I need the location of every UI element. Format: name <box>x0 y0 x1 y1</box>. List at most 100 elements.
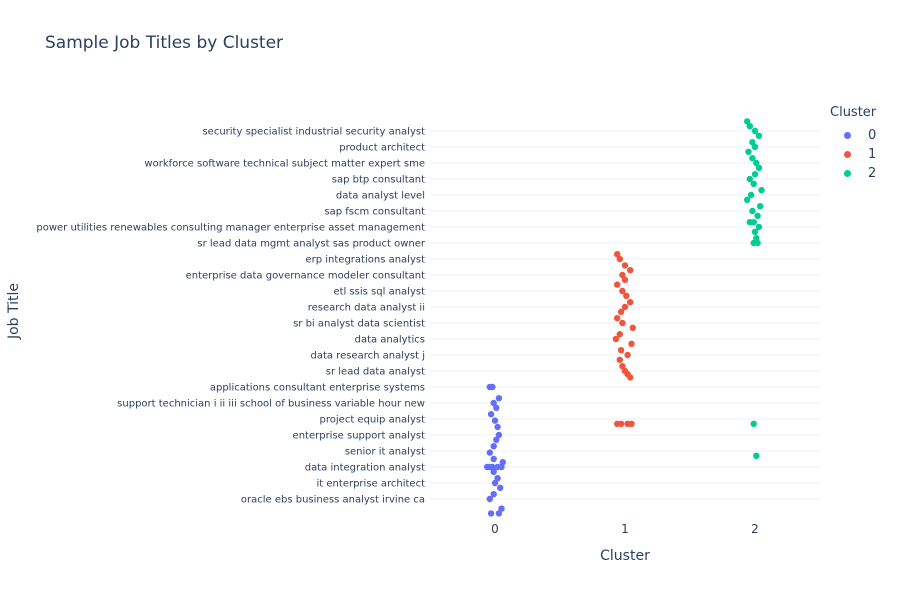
data-point <box>745 148 752 155</box>
data-point <box>486 495 493 503</box>
data-point <box>490 455 497 463</box>
y-tick-label: enterprise data governance modeler consu… <box>186 271 426 282</box>
legend-marker <box>844 170 851 177</box>
y-tick-label: product architect <box>339 143 425 154</box>
data-point <box>755 164 763 171</box>
y-tick-label: it enterprise architect <box>317 479 426 490</box>
data-point <box>490 468 497 475</box>
data-point <box>755 223 763 231</box>
data-point <box>747 191 755 199</box>
data-point <box>751 171 759 178</box>
data-point <box>628 340 635 347</box>
y-tick-label: senior it analyst <box>345 447 425 458</box>
data-point <box>621 303 629 311</box>
data-point <box>617 347 625 354</box>
data-point <box>751 228 759 235</box>
data-point <box>627 374 634 381</box>
data-point <box>619 287 626 295</box>
legend-label: 1 <box>868 147 877 162</box>
data-point <box>495 510 503 517</box>
data-point <box>755 132 763 139</box>
data-point <box>489 463 496 471</box>
data-point <box>749 139 756 146</box>
legend-item[interactable]: 1 <box>830 145 876 164</box>
y-tick-label: data research analyst j <box>310 351 425 362</box>
data-point <box>621 262 629 269</box>
y-tick-label: project equip analyst <box>320 415 426 426</box>
y-tick-label: sr lead data analyst <box>326 367 425 378</box>
data-point <box>624 351 631 359</box>
data-point <box>750 219 757 226</box>
data-point <box>490 491 497 498</box>
data-point <box>494 423 501 431</box>
y-tick-label: research data analyst ii <box>308 303 425 314</box>
x-tick-label: 1 <box>621 522 629 536</box>
legend-item[interactable]: 0 <box>830 126 876 145</box>
y-tick-label: workforce software technical subject mat… <box>144 159 425 170</box>
y-tick-label: data analyst level <box>336 191 425 202</box>
data-point <box>616 356 623 363</box>
data-point <box>487 510 495 517</box>
data-point <box>753 452 760 459</box>
y-tick-label: sap btp consultant <box>332 175 425 186</box>
y-tick-label: etl ssis sql analyst <box>333 287 425 298</box>
data-point <box>627 267 634 274</box>
y-tick-label: erp integrations analyst <box>305 255 425 266</box>
y-tick-label: support technician i ii iii school of bu… <box>117 399 425 410</box>
data-point <box>617 308 625 315</box>
data-point <box>614 251 621 258</box>
data-point <box>614 315 621 322</box>
data-point <box>495 395 503 402</box>
legend-title: Cluster <box>830 105 877 120</box>
data-point <box>498 505 505 512</box>
data-point <box>744 118 751 125</box>
data-point <box>498 463 505 471</box>
data-point <box>494 475 501 482</box>
data-point <box>495 431 503 439</box>
data-point <box>750 180 757 187</box>
data-point <box>621 276 629 283</box>
data-point <box>746 175 753 183</box>
data-point <box>493 436 500 443</box>
x-axis-title: Cluster <box>600 548 650 564</box>
y-tick-label: sr bi analyst data scientist <box>293 319 425 330</box>
data-point <box>490 443 497 450</box>
data-point <box>499 459 506 466</box>
data-point <box>497 484 504 491</box>
data-point <box>753 235 760 242</box>
y-tick-label: sr lead data mgmt analyst sas product ow… <box>197 239 425 250</box>
data-point <box>744 196 751 203</box>
data-point <box>616 331 623 338</box>
data-point <box>754 239 761 247</box>
legend-label: 2 <box>868 166 877 181</box>
data-point <box>491 417 499 424</box>
data-point <box>619 363 626 370</box>
chart-title: Sample Job Titles by Cluster <box>45 33 284 53</box>
y-tick-label: applications consultant enterprise syste… <box>210 383 425 394</box>
legend-item[interactable]: 2 <box>830 164 876 183</box>
y-tick-label: data analytics <box>355 335 425 346</box>
data-point <box>486 449 493 456</box>
data-point <box>619 271 626 279</box>
y-tick-label: data integration analyst <box>305 463 425 474</box>
data-point <box>746 123 753 130</box>
y-tick-label: oracle ebs business analyst irvine ca <box>241 495 425 506</box>
legend-items: 0 1 2 <box>830 126 876 183</box>
data-point <box>628 420 635 427</box>
data-point <box>487 411 495 418</box>
data-point <box>493 404 500 411</box>
legend-marker <box>844 151 851 158</box>
data-point <box>757 203 764 210</box>
legend-label: 0 <box>868 128 877 143</box>
x-tick-label: 0 <box>491 522 499 536</box>
data-point <box>749 155 756 162</box>
y-tick-label: security specialist industrial security … <box>202 127 425 138</box>
data-point <box>623 292 630 299</box>
legend: Cluster 0 1 2 <box>830 105 876 183</box>
legend-marker <box>844 132 851 139</box>
data-point <box>629 324 636 331</box>
data-point <box>491 479 499 487</box>
y-tick-label: enterprise support analyst <box>293 431 426 442</box>
